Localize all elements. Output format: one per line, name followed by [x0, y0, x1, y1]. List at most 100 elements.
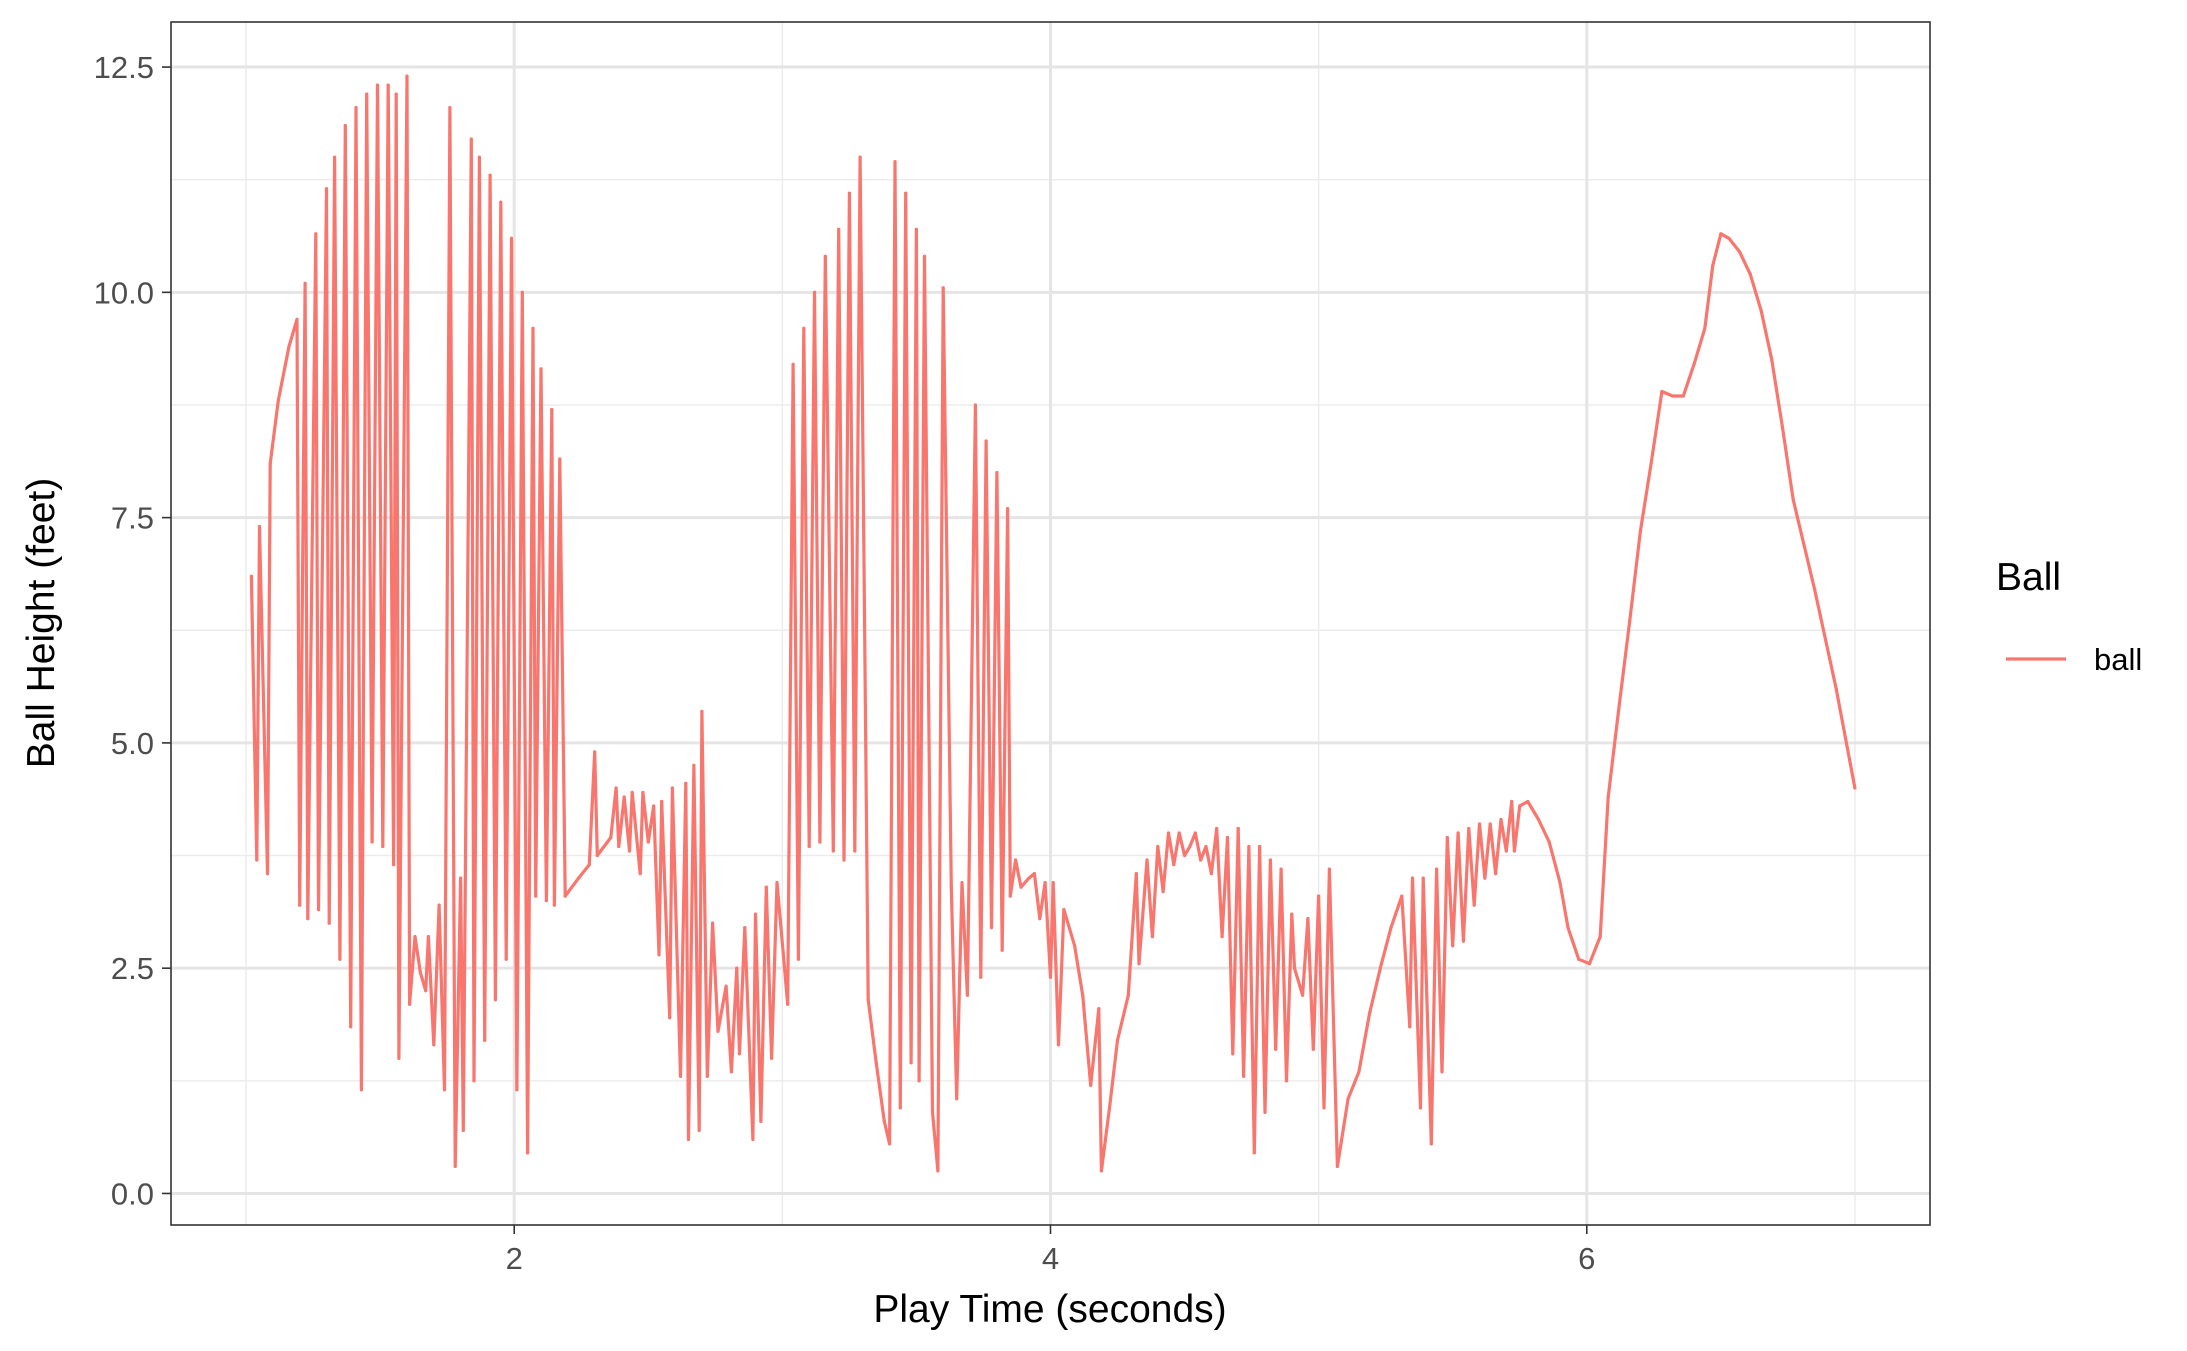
data-point	[802, 326, 806, 330]
data-point	[338, 957, 342, 961]
data-point	[1115, 1038, 1120, 1042]
data-point	[1499, 817, 1503, 822]
data-point	[1156, 844, 1160, 849]
data-point	[697, 1128, 701, 1132]
data-point	[1445, 835, 1449, 840]
data-point	[268, 462, 272, 466]
data-point	[1188, 844, 1192, 849]
data-point	[1220, 935, 1224, 939]
data-point	[432, 1043, 436, 1047]
data-point	[1389, 926, 1393, 930]
data-point	[638, 872, 642, 876]
data-point	[874, 1061, 878, 1065]
data-point	[1748, 272, 1752, 276]
data-point	[882, 1119, 886, 1123]
data-point	[617, 844, 621, 849]
data-point	[424, 989, 428, 993]
data-point	[847, 191, 852, 195]
data-point	[1263, 1110, 1267, 1114]
data-point	[751, 1137, 755, 1141]
data-point	[394, 92, 398, 96]
data-point	[1290, 912, 1294, 916]
data-point	[1204, 844, 1208, 849]
data-point	[949, 885, 953, 889]
data-point	[622, 795, 626, 799]
data-point	[1504, 849, 1508, 853]
data-point	[1193, 831, 1197, 835]
data-point	[775, 881, 779, 885]
data-point	[743, 926, 747, 930]
data-point	[692, 763, 696, 768]
data-point	[1421, 876, 1425, 880]
y-tick-label: 2.5	[111, 951, 154, 986]
data-point	[979, 975, 983, 979]
y-tick-label: 12.5	[94, 50, 154, 85]
data-point	[818, 840, 822, 844]
data-point	[686, 1137, 691, 1141]
data-point	[295, 317, 299, 321]
data-point	[700, 709, 704, 714]
data-point	[1056, 1043, 1061, 1047]
data-point	[936, 1169, 940, 1173]
data-point	[426, 935, 430, 939]
data-point	[1284, 1079, 1289, 1083]
data-point	[812, 290, 817, 294]
data-point	[641, 790, 645, 795]
data-point	[1335, 1164, 1339, 1168]
data-point	[327, 921, 331, 925]
data-point	[1225, 835, 1230, 840]
data-point	[1242, 1074, 1246, 1078]
data-point	[509, 236, 514, 240]
data-point	[1813, 588, 1817, 592]
data-point	[904, 191, 908, 195]
data-point	[995, 471, 999, 475]
y-tick-label: 10.0	[94, 275, 154, 310]
legend-title: Ball	[1996, 556, 2061, 599]
data-point	[684, 781, 688, 786]
data-point	[898, 1106, 902, 1110]
data-point	[493, 998, 497, 1002]
data-point	[866, 998, 870, 1002]
data-point	[737, 1052, 742, 1056]
data-point	[960, 881, 964, 885]
data-point	[965, 993, 970, 997]
data-point	[1400, 894, 1404, 898]
data-point	[257, 525, 262, 529]
data-point	[499, 200, 503, 204]
data-point	[1727, 236, 1731, 240]
data-point	[1126, 993, 1130, 997]
data-point	[392, 863, 396, 867]
data-point	[759, 1119, 763, 1123]
data-point	[729, 1070, 734, 1074]
data-point	[1150, 935, 1154, 939]
data-point	[1536, 817, 1541, 822]
data-point	[1089, 1083, 1093, 1087]
data-point	[1526, 799, 1530, 804]
data-point	[1510, 799, 1514, 804]
data-point	[614, 786, 618, 790]
data-point	[365, 92, 369, 96]
data-point	[1494, 872, 1498, 876]
data-point	[716, 1029, 720, 1033]
data-point	[461, 1128, 465, 1132]
data-point	[1000, 948, 1004, 952]
data-point	[552, 903, 557, 907]
data-point	[1166, 831, 1171, 835]
data-point	[807, 844, 811, 849]
data-point	[418, 971, 422, 975]
data-point	[1062, 908, 1066, 912]
data-point	[914, 227, 919, 231]
y-tick-labels: 0.0 2.5 5.0 7.5 10.0 12.5	[94, 50, 154, 1211]
data-point	[563, 894, 567, 898]
data-point	[1006, 507, 1010, 511]
x-axis-title: Play Time (seconds)	[873, 1288, 1226, 1331]
data-point	[1577, 957, 1581, 961]
data-point	[652, 804, 656, 808]
data-point	[1587, 962, 1592, 966]
data-point	[1770, 358, 1774, 362]
data-point	[442, 1088, 447, 1092]
data-point	[1317, 894, 1321, 898]
legend-label-ball: ball	[2094, 642, 2142, 677]
data-point	[922, 254, 927, 258]
data-point	[1177, 831, 1181, 835]
